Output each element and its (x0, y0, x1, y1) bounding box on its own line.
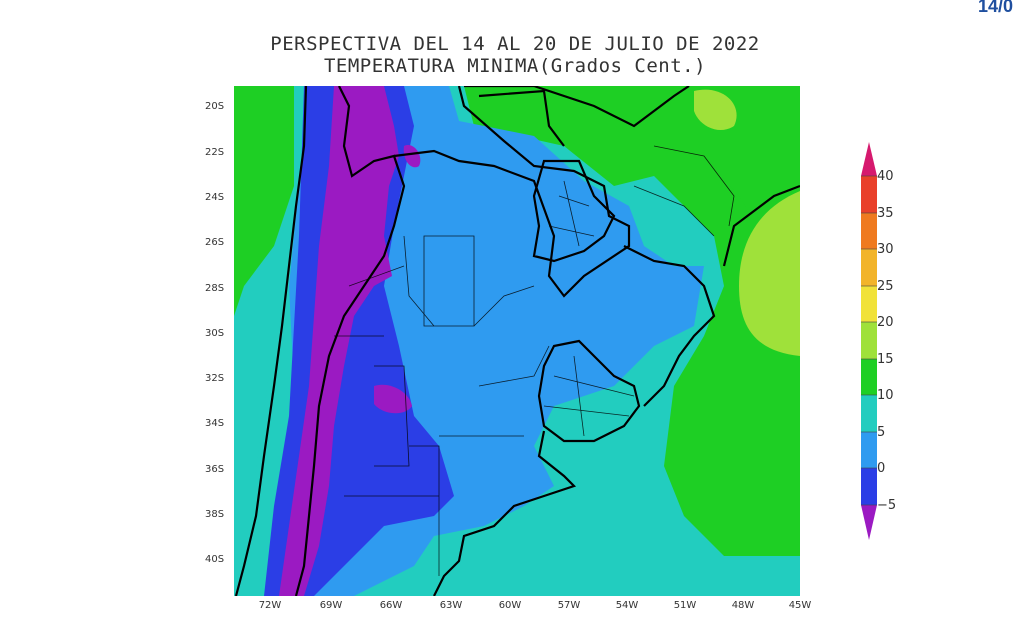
colorbar (861, 142, 877, 540)
zone-below-minus5-patch2 (403, 145, 421, 168)
zone-15-20-east (739, 191, 800, 356)
zone-below-minus5-patch (374, 384, 412, 414)
lon-label-51w: 51W (673, 600, 697, 611)
lat-label-36s: 36S (205, 464, 225, 475)
colorbar-5-10 (861, 395, 877, 432)
lat-label-30s: 30S (205, 328, 225, 339)
lon-label-69w: 69W (319, 600, 343, 611)
colorbar-cap-bottom (861, 505, 877, 540)
colorbar-20-25 (861, 286, 877, 322)
colorbar-15-20 (861, 322, 877, 359)
lat-label-24s: 24S (205, 192, 225, 203)
colorbar-label-25: 25 (877, 279, 894, 294)
colorbar-cap-top (861, 142, 877, 176)
lat-label-34s: 34S (205, 418, 225, 429)
lon-label-60w: 60W (498, 600, 522, 611)
zone-below-minus5 (279, 86, 399, 596)
map-title: PERSPECTIVA DEL 14 AL 20 DE JULIO DE 202… (270, 33, 760, 55)
colorbar-10-15 (861, 359, 877, 395)
colorbar-35-40 (861, 176, 877, 213)
colorbar-label-35: 35 (877, 206, 894, 221)
lon-label-45w: 45W (788, 600, 812, 611)
colorbar-0-5 (861, 432, 877, 468)
zone-15-20-north (694, 89, 737, 131)
map-subtitle: TEMPERATURA MINIMA(Grados Cent.) (323, 55, 707, 77)
lat-label-20s: 20S (205, 101, 225, 112)
lat-label-40s: 40S (205, 554, 225, 565)
lon-label-54w: 54W (615, 600, 639, 611)
colorbar-label-10: 10 (877, 388, 894, 403)
lat-label-28s: 28S (205, 283, 225, 294)
colorbar-label-5: 5 (877, 425, 886, 440)
colorbar-label-20: 20 (877, 315, 894, 330)
lon-label-66w: 66W (379, 600, 403, 611)
lat-label-32s: 32S (205, 373, 225, 384)
colorbar-25-30 (861, 249, 877, 286)
colorbar-label-0: 0 (877, 461, 886, 476)
lat-label-26s: 26S (205, 237, 225, 248)
province-borders (334, 145, 735, 576)
colorbar-label-40: 40 (877, 169, 894, 184)
corner-date-label: 14/0 (978, 0, 1014, 16)
lat-label-22s: 22S (205, 147, 225, 158)
lat-label-38s: 38S (205, 509, 225, 520)
colorbar-label-minus5: −5 (877, 498, 897, 513)
colorbar-minus5-0 (861, 468, 877, 505)
lon-label-72w: 72W (258, 600, 282, 611)
lon-label-57w: 57W (557, 600, 581, 611)
colorbar-30-35 (861, 213, 877, 249)
temperature-map (234, 86, 800, 596)
colorbar-label-15: 15 (877, 352, 894, 367)
country-borders (234, 86, 800, 596)
colorbar-label-30: 30 (877, 242, 894, 257)
lon-label-63w: 63W (439, 600, 463, 611)
lon-label-48w: 48W (731, 600, 755, 611)
